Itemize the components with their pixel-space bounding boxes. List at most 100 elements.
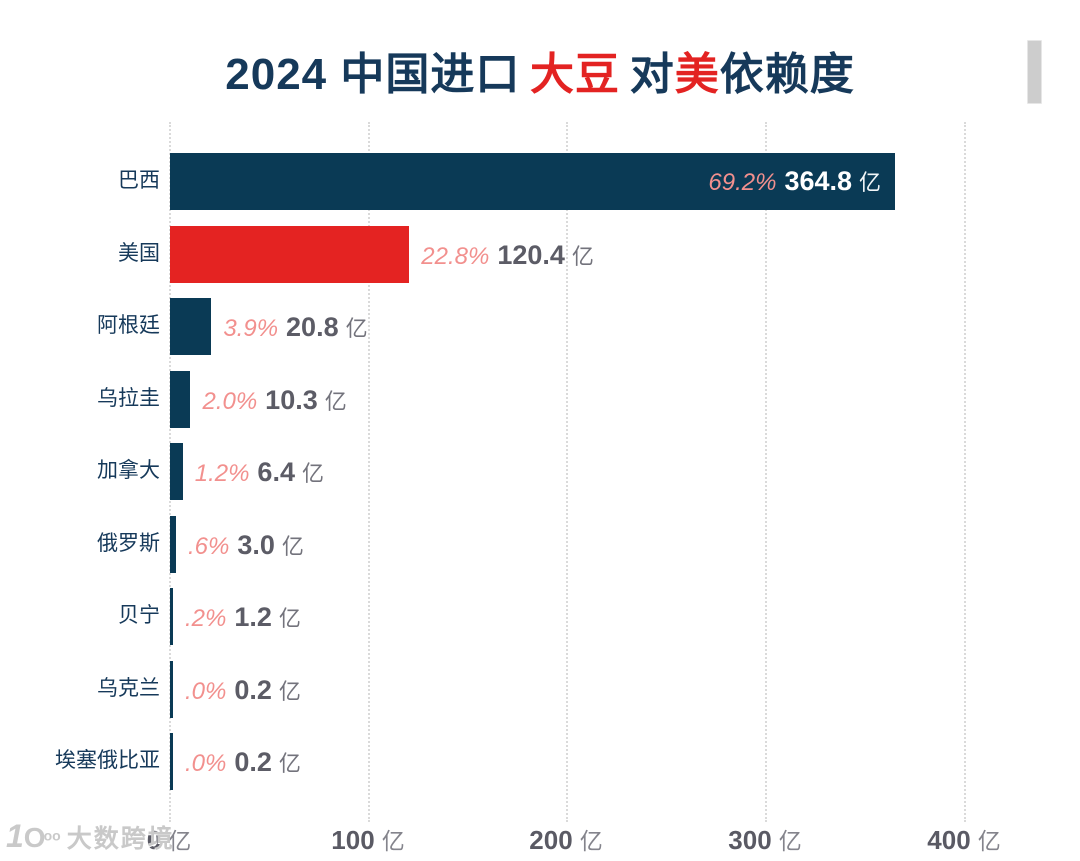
category-label: 乌拉圭 [97, 387, 160, 410]
bar[interactable] [170, 516, 176, 573]
chart-row: 阿根廷 3.9% 20.8 亿 [0, 290, 1080, 362]
bar-track: 2.0% 10.3 亿 [170, 371, 1080, 428]
bar-value-label: .6% 3.0 亿 [188, 529, 304, 561]
bar[interactable] [170, 661, 173, 718]
x-tick-unit: 亿 [381, 828, 405, 854]
watermark-text: 大数跨境 [66, 825, 175, 853]
value-label: 20.8 [286, 311, 339, 342]
value-label: 0.2 [234, 674, 272, 705]
percent-label: 3.9% [223, 314, 279, 342]
bar-track: 69.2% 364.8 亿 [170, 153, 1080, 210]
value-label: 0.2 [234, 746, 272, 777]
category-label: 美国 [118, 242, 160, 265]
category-label: 埃塞俄比亚 [55, 749, 160, 772]
percent-label: .0% [185, 677, 227, 705]
unit-label: 亿 [859, 170, 882, 195]
x-tick-number: 400 [927, 825, 971, 855]
bar-value-label: .0% 0.2 亿 [185, 746, 301, 778]
title-soybean: 大豆 [530, 50, 621, 99]
bar-value-label: 1.2% 6.4 亿 [195, 456, 324, 488]
unit-label: 亿 [278, 605, 301, 631]
x-tick: 200 亿 [486, 822, 646, 856]
bar[interactable] [170, 298, 212, 355]
watermark-logo-circle: O [23, 822, 46, 853]
bar-track: .2% 1.2 亿 [170, 588, 1080, 645]
chart-row: 加拿大 1.2% 6.4 亿 [0, 435, 1080, 507]
x-tick-number: 100 [331, 825, 375, 855]
chart-row: 乌拉圭 2.0% 10.3 亿 [0, 363, 1080, 435]
value-label: 120.4 [497, 239, 565, 270]
x-tick: 300 亿 [685, 822, 845, 856]
percent-label: .6% [187, 532, 230, 560]
chart-row: 俄罗斯 .6% 3.0 亿 [0, 508, 1080, 580]
title-suffix: 依赖度 [719, 50, 855, 99]
title-prefix: 2024 中国进口 [225, 50, 521, 99]
percent-label: 2.0% [202, 387, 258, 415]
bar-value-label: .0% 0.2 亿 [185, 674, 301, 706]
unit-label: 亿 [281, 533, 304, 559]
unit-label: 亿 [278, 750, 301, 776]
bar-value-label: 22.8% 120.4 亿 [421, 239, 594, 271]
value-label: 364.8 [784, 166, 853, 196]
scrollbar-thumb[interactable] [1027, 40, 1042, 104]
percent-label: 22.8% [421, 242, 490, 270]
watermark: 1Ooo 大数跨境 [6, 818, 175, 855]
bar[interactable] [170, 226, 410, 283]
unit-label: 亿 [324, 388, 347, 414]
category-label: 贝宁 [118, 604, 160, 627]
watermark-logo-sup: oo [43, 827, 61, 844]
x-tick-number: 200 [529, 825, 573, 855]
value-label: 1.2 [234, 601, 272, 632]
chart-row: 乌克兰 .0% 0.2 亿 [0, 653, 1080, 725]
x-tick: 400 亿 [884, 822, 1044, 856]
bar-track: 22.8% 120.4 亿 [170, 226, 1080, 283]
percent-label: 1.2% [194, 459, 250, 487]
chart-row: 贝宁 .2% 1.2 亿 [0, 580, 1080, 652]
value-label: 6.4 [257, 456, 295, 487]
unit-label: 亿 [571, 243, 594, 269]
percent-label: .2% [185, 604, 227, 632]
bar-track: .6% 3.0 亿 [170, 516, 1080, 573]
x-tick-unit: 亿 [977, 828, 1001, 854]
bar-value-label: 3.9% 20.8 亿 [223, 311, 367, 343]
bar-track: 1.2% 6.4 亿 [170, 443, 1080, 500]
category-label: 乌克兰 [97, 677, 160, 700]
category-label: 阿根廷 [97, 314, 160, 337]
value-label: 10.3 [265, 384, 318, 415]
gridline-200 [566, 122, 568, 822]
x-tick-number: 300 [728, 825, 772, 855]
unit-label: 亿 [301, 460, 324, 486]
bar-track: .0% 0.2 亿 [170, 661, 1080, 718]
percent-label: 69.2% [708, 169, 777, 196]
watermark-logo-icon: 1 [6, 818, 24, 854]
x-tick-unit: 亿 [579, 828, 603, 854]
gridline-300 [765, 122, 767, 822]
percent-label: .0% [185, 749, 227, 777]
bar[interactable] [170, 588, 173, 645]
gridline-100 [368, 122, 370, 822]
category-label: 加拿大 [97, 459, 160, 482]
bar-track: 3.9% 20.8 亿 [170, 298, 1080, 355]
bar[interactable] [170, 443, 183, 500]
gridline-400 [964, 122, 966, 822]
category-label: 俄罗斯 [97, 532, 160, 555]
chart-row: 巴西 69.2% 364.8 亿 [0, 145, 1080, 217]
bar[interactable] [170, 371, 191, 428]
bar-value-label: 69.2% 364.8 亿 [708, 153, 881, 210]
bar[interactable]: 69.2% 364.8 亿 [170, 153, 896, 210]
chart-row: 美国 22.8% 120.4 亿 [0, 218, 1080, 290]
bar-value-label: .2% 1.2 亿 [185, 601, 301, 633]
title-us: 美 [674, 50, 720, 99]
unit-label: 亿 [345, 315, 368, 341]
bar-track: .0% 0.2 亿 [170, 733, 1080, 790]
x-tick: 100 亿 [288, 822, 448, 856]
x-tick-unit: 亿 [168, 828, 192, 854]
bar[interactable] [170, 733, 173, 790]
bar-value-label: 2.0% 10.3 亿 [202, 384, 346, 416]
value-label: 3.0 [237, 529, 275, 560]
x-tick-number: 0 [146, 825, 162, 855]
chart-title: 2024 中国进口 大豆 对美依赖度 [0, 38, 1080, 102]
category-label: 巴西 [118, 169, 160, 192]
